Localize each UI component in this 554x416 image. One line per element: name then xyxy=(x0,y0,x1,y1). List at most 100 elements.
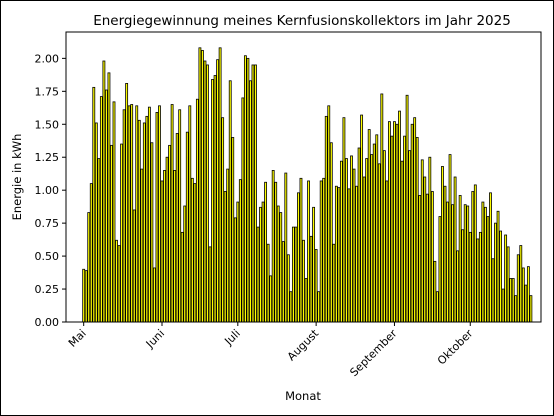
bar xyxy=(163,170,166,323)
bar xyxy=(82,268,86,323)
bar xyxy=(418,195,422,323)
x-tick-label: Oktober xyxy=(435,327,476,368)
bar xyxy=(213,75,217,323)
bar xyxy=(238,179,242,323)
bar-group xyxy=(82,47,533,323)
y-axis: 0.00 0.25 0.50 0.75 1.00 1.25 1.50 1.75 2.00 xyxy=(35,52,66,329)
bar xyxy=(463,204,467,323)
bar xyxy=(107,72,111,323)
bar xyxy=(97,158,101,323)
bar xyxy=(506,246,510,323)
y-tick-label: 1.50 xyxy=(35,118,60,131)
bar xyxy=(291,226,295,323)
y-tick-label: 2.00 xyxy=(35,52,60,65)
chart-title: Energiegewinnung meines Kernfusionskolle… xyxy=(93,13,511,29)
bar xyxy=(405,94,409,323)
bar xyxy=(385,180,389,323)
bar xyxy=(428,156,432,323)
bar xyxy=(435,291,439,323)
bar xyxy=(521,267,525,323)
bar xyxy=(501,288,505,323)
bar xyxy=(516,254,520,323)
bar xyxy=(529,295,533,323)
bar xyxy=(375,134,379,323)
bar xyxy=(483,206,487,323)
bar xyxy=(279,212,283,323)
bar xyxy=(494,222,497,323)
bar xyxy=(286,254,290,323)
bar xyxy=(312,206,316,323)
bar xyxy=(150,142,154,323)
bar xyxy=(390,135,394,323)
bar xyxy=(448,154,452,323)
bar xyxy=(473,184,477,323)
bar xyxy=(105,89,108,323)
bar xyxy=(203,60,207,323)
y-axis-label: Energie in kWh xyxy=(10,134,24,221)
bar xyxy=(175,133,179,323)
bar xyxy=(216,59,220,323)
bar xyxy=(365,158,369,323)
bar xyxy=(127,105,131,323)
bar xyxy=(264,181,268,323)
bar xyxy=(509,278,513,323)
bar xyxy=(461,229,465,323)
bar xyxy=(350,155,353,323)
bar xyxy=(408,150,412,323)
bar xyxy=(433,260,437,323)
bar xyxy=(208,246,212,323)
x-axis: Mai Juni Juli August September Oktober xyxy=(66,322,476,379)
bar xyxy=(231,137,235,323)
bar xyxy=(398,110,401,323)
bar xyxy=(307,180,310,323)
bar xyxy=(329,142,333,323)
bar xyxy=(284,172,288,323)
bar xyxy=(486,216,490,323)
bar xyxy=(140,168,144,323)
bar xyxy=(112,101,116,323)
bar xyxy=(372,143,376,323)
bar xyxy=(259,206,262,323)
bar xyxy=(155,112,159,323)
bar xyxy=(309,235,313,323)
bar xyxy=(339,160,343,323)
bar xyxy=(185,131,189,323)
bar xyxy=(337,187,341,323)
bar xyxy=(430,191,434,323)
bar xyxy=(347,188,351,323)
bar xyxy=(360,114,364,323)
bar xyxy=(178,109,182,323)
bar xyxy=(456,250,460,323)
bar xyxy=(489,192,492,323)
bar xyxy=(441,166,444,323)
bar xyxy=(425,193,429,323)
bar xyxy=(511,278,515,323)
y-tick-label: 1.75 xyxy=(35,85,60,98)
bar xyxy=(370,154,374,323)
x-tick-label: September xyxy=(347,327,400,380)
bar xyxy=(400,160,404,323)
bar xyxy=(481,201,485,323)
bar xyxy=(342,117,346,323)
bar xyxy=(120,143,123,323)
bar xyxy=(382,150,386,323)
bar xyxy=(458,195,462,323)
bar xyxy=(393,121,396,323)
bar xyxy=(496,210,500,323)
bar xyxy=(357,147,361,323)
bar xyxy=(241,97,245,323)
bar xyxy=(183,205,187,323)
bar xyxy=(87,212,91,323)
bar xyxy=(218,47,222,323)
bar xyxy=(226,168,230,323)
bar xyxy=(228,80,232,323)
bar xyxy=(147,106,151,323)
y-tick-label: 1.25 xyxy=(35,151,60,164)
bar xyxy=(352,168,356,323)
bar xyxy=(211,79,214,323)
x-tick-label: Juli xyxy=(221,327,242,348)
bar xyxy=(153,267,156,323)
x-axis-label: Monat xyxy=(285,389,321,403)
bar xyxy=(190,177,194,323)
bar xyxy=(99,96,103,323)
